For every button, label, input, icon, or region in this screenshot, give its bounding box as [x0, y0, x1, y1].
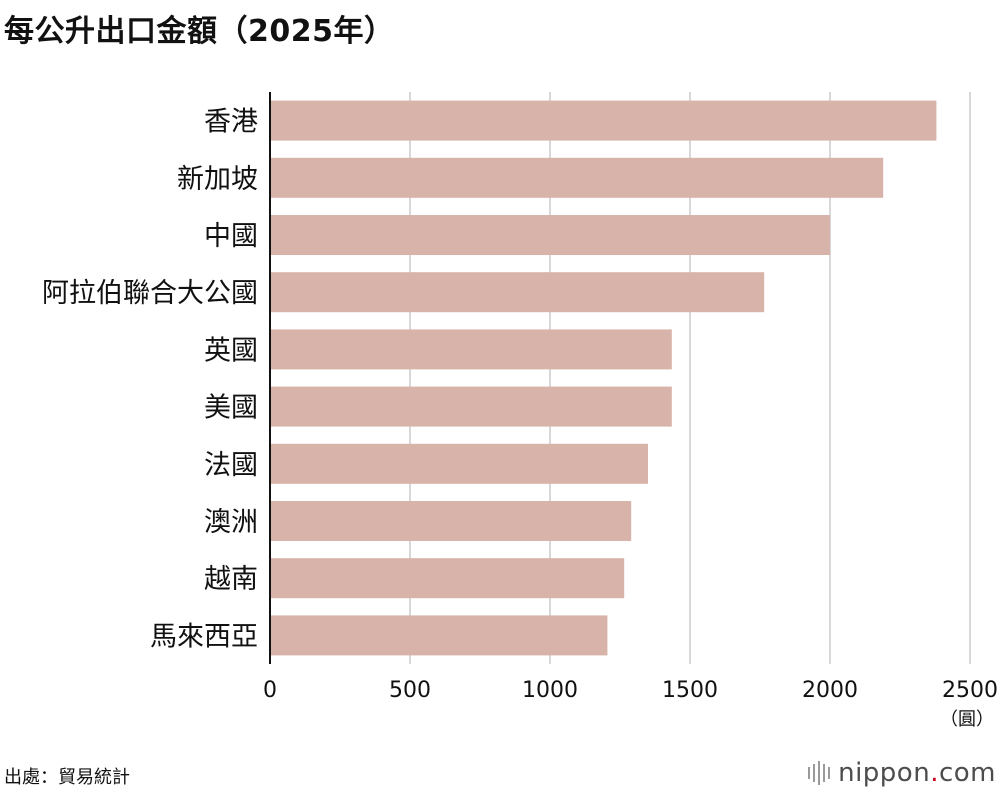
category-label-7: 澳洲: [204, 507, 258, 538]
category-label-2: 中國: [204, 221, 258, 252]
nippon-logo[interactable]: nippon.com: [808, 758, 996, 788]
x-tick-label-2000: 2000: [802, 678, 858, 703]
category-label-8: 越南: [204, 564, 258, 595]
chart-title: 每公升出口金額（2025年）: [4, 14, 395, 49]
x-tick-label-1500: 1500: [662, 678, 718, 703]
bar-7: [270, 501, 632, 541]
bar-3: [270, 272, 765, 313]
bar-5: [270, 386, 672, 427]
bar-2: [270, 215, 830, 255]
category-label-9: 馬來西亞: [150, 621, 258, 652]
category-label-5: 美國: [204, 393, 258, 424]
bar-6: [270, 443, 648, 484]
logo-text: nippon.com: [838, 758, 996, 788]
category-label-6: 法國: [204, 450, 258, 481]
logo-mark-icon: [808, 761, 831, 785]
x-tick-label-0: 0: [263, 678, 277, 703]
x-unit-label: （圓）: [940, 709, 994, 730]
category-label-1: 新加坡: [177, 164, 258, 195]
category-label-0: 香港: [204, 107, 258, 138]
bar-4: [270, 329, 672, 370]
logo-tld: com: [938, 758, 996, 788]
bar-9: [270, 615, 608, 656]
bar-8: [270, 558, 625, 599]
x-tick-label-500: 500: [389, 678, 431, 703]
x-tick-label-1000: 1000: [522, 678, 578, 703]
category-label-3: 阿拉伯聯合大公國: [42, 278, 258, 309]
logo-name: nippon: [838, 758, 931, 788]
x-tick-label-2500: 2500: [942, 678, 998, 703]
category-label-4: 英國: [204, 335, 258, 366]
logo-dot: .: [930, 758, 939, 788]
bar-1: [270, 157, 884, 198]
bar-0: [270, 100, 937, 141]
source-note: 出處：貿易統計: [4, 767, 130, 788]
